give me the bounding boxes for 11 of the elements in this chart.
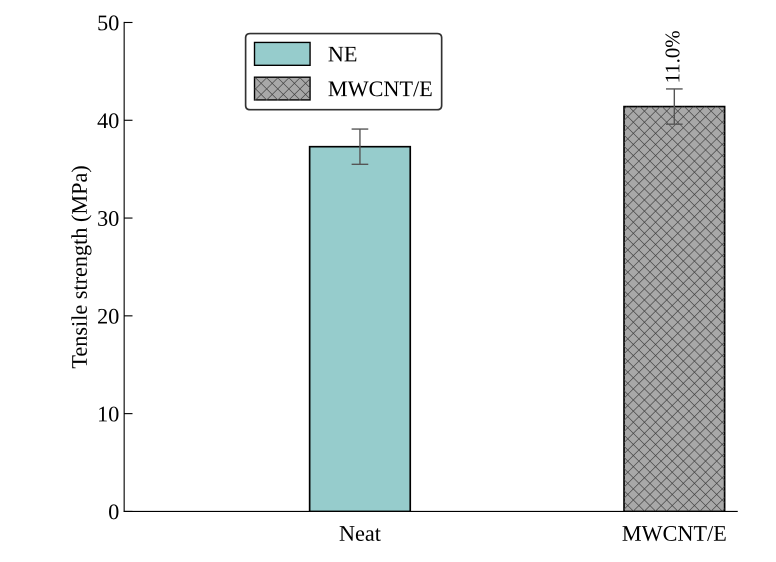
y-axis-title: Tensile strength (MPa)	[71, 166, 92, 368]
x-tick-label: Neat	[340, 526, 381, 541]
y-tick-label: 0	[109, 504, 118, 520]
legend-label: NE	[328, 46, 356, 62]
y-tick-label: 30	[98, 210, 118, 226]
y-tick-label: 50	[98, 15, 118, 30]
annotation: 11.0%	[665, 31, 680, 82]
y-tick-label: 10	[99, 406, 118, 422]
y-tick-label: 40	[98, 113, 118, 128]
y-tick-label: 20	[98, 308, 118, 324]
legend-label: MWCNT/E	[328, 81, 432, 96]
